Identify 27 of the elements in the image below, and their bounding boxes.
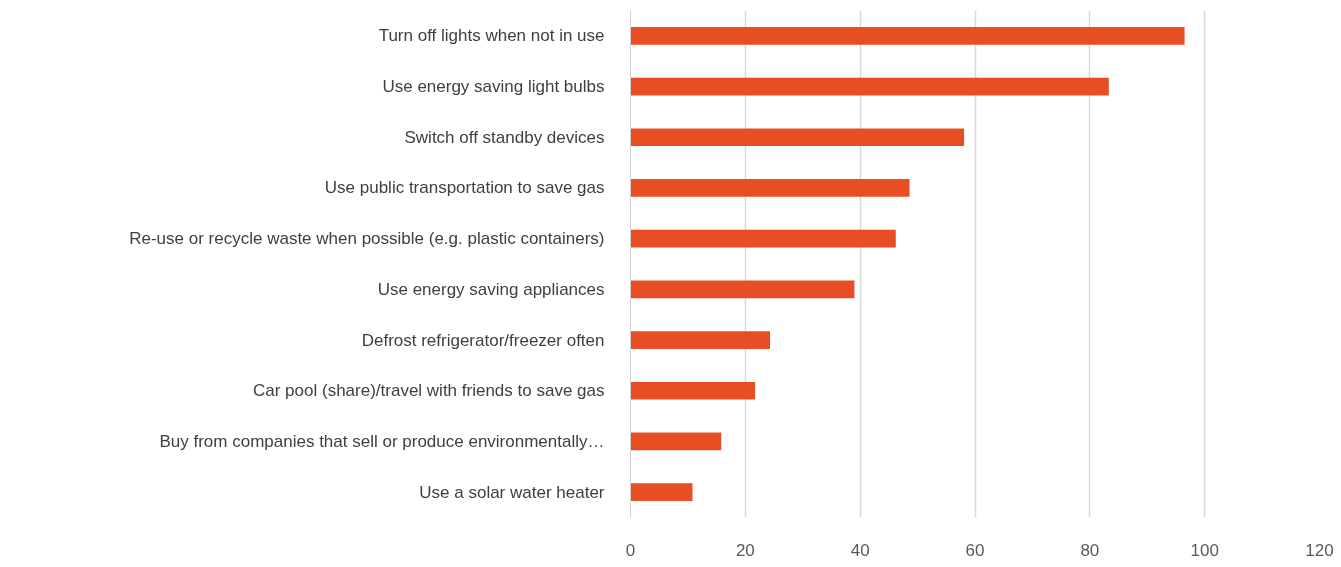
- y-tick-label: Defrost refrigerator/freezer often: [361, 330, 605, 350]
- x-tick-label: 40: [850, 540, 870, 560]
- x-tick-label: 80: [1080, 540, 1100, 560]
- y-tick-label: Use a solar water heater: [419, 482, 605, 502]
- y-tick-label: Car pool (share)/travel with friends to save gas: [253, 381, 605, 401]
- bar: [630, 77, 1109, 96]
- x-tick-label: 20: [735, 540, 755, 560]
- bar: [630, 381, 756, 400]
- bar: [630, 331, 771, 349]
- x-tick-label: 60: [965, 540, 985, 560]
- bar: [630, 432, 722, 451]
- bar: [630, 280, 855, 299]
- x-tick-label: 120: [1305, 540, 1334, 560]
- x-tick-label: 100: [1190, 540, 1219, 560]
- y-tick-label: Buy from companies that sell or produce environmentally…: [159, 431, 605, 451]
- y-tick-label: Use energy saving light bulbs: [382, 77, 605, 97]
- y-tick-label: Re-use or recycle waste when possible (e.g. plastic containers): [129, 229, 605, 249]
- bar: [630, 229, 896, 248]
- x-tick-label: 0: [625, 540, 636, 560]
- bar: [630, 483, 693, 502]
- bar: [630, 128, 965, 147]
- y-tick-label: Use energy saving appliances: [377, 279, 605, 299]
- bar: [630, 179, 910, 197]
- bar: [630, 26, 1185, 45]
- y-tick-label: Switch off standby devices: [404, 127, 605, 147]
- y-tick-label: Use public transportation to save gas: [324, 178, 605, 198]
- y-tick-label: Turn off lights when not in use: [378, 26, 605, 46]
